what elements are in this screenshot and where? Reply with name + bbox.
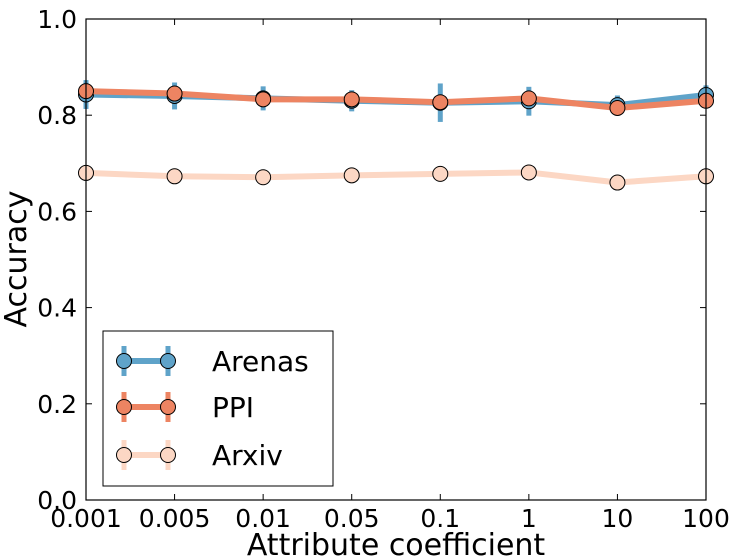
data-point: [255, 91, 272, 108]
legend-label: Arxiv: [212, 439, 283, 472]
data-point: [609, 174, 626, 191]
data-point: [166, 85, 183, 102]
data-point: [343, 91, 360, 108]
x-tick-label: 0.001: [50, 504, 122, 533]
y-tick-label: 1.0: [37, 5, 77, 34]
data-point: [343, 167, 360, 184]
legend-label: Arenas: [212, 345, 309, 378]
data-point: [520, 164, 537, 181]
legend-item-ppi: PPI: [116, 391, 254, 424]
data-point: [520, 90, 537, 107]
y-tick-label: 0.0: [37, 486, 77, 515]
legend: Arenas PPI Arxiv: [102, 330, 334, 487]
x-tick-label: 0.005: [139, 504, 211, 533]
y-tick-label: 0.4: [37, 294, 77, 323]
series-arxiv: [78, 164, 714, 191]
series-line: [85, 169, 707, 186]
legend-marker: [160, 399, 176, 415]
y-tick-label: 0.2: [37, 390, 77, 419]
y-tick-label: 0.6: [37, 197, 77, 226]
legend-marker: [116, 399, 132, 415]
plot-frame: [85, 18, 707, 501]
x-tick-label: 1: [521, 504, 537, 533]
x-tick-label: 0.05: [324, 504, 380, 533]
legend-marker: [116, 447, 132, 463]
series-ppi: [78, 83, 714, 116]
legend-marker: [116, 353, 132, 369]
data-point: [255, 169, 272, 186]
legend-marker: [160, 447, 176, 463]
legend-marker: [160, 353, 176, 369]
series-line: [85, 88, 707, 111]
x-tick-label: 0.01: [235, 504, 291, 533]
data-point: [609, 99, 626, 116]
x-tick-label: 100: [682, 504, 730, 533]
plot-area: [78, 80, 714, 191]
legend-item-arxiv: Arxiv: [116, 439, 283, 472]
x-tick-label: 10: [602, 504, 634, 533]
y-tick-label: 0.8: [37, 101, 77, 130]
data-point: [166, 168, 183, 185]
axis-ticks: 0.001 0.005 0.01 0.05 0.1 1 10 100 0.0 0.2 0.4 0.6 0…: [37, 5, 730, 533]
x-tick-label: 0.1: [420, 504, 460, 533]
legend-item-arenas: Arenas: [116, 345, 309, 378]
x-axis-label: Attribute coefficient: [247, 528, 546, 559]
data-point: [432, 94, 449, 111]
legend-label: PPI: [212, 391, 254, 424]
data-point: [432, 165, 449, 182]
y-axis-label: Accuracy: [0, 191, 34, 328]
